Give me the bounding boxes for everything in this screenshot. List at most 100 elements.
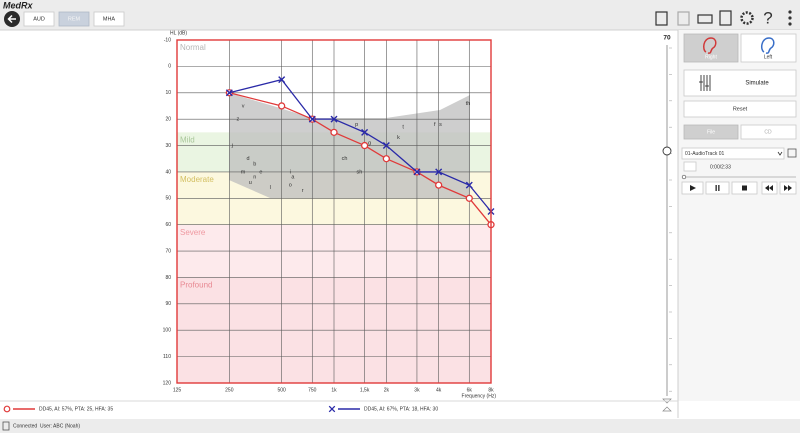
phoneme: k <box>397 135 400 141</box>
tab-label: MHA <box>103 16 116 22</box>
save-disabled-icon <box>677 11 690 26</box>
phoneme: a <box>291 175 295 181</box>
ear-label: Left <box>764 54 773 60</box>
data-point <box>435 168 443 176</box>
y-tick-label: 60 <box>165 222 171 228</box>
y-axis-label: HL (dB) <box>170 30 187 36</box>
x-tick-label: 8k <box>488 387 494 393</box>
data-point <box>330 115 338 123</box>
phoneme: f <box>434 122 436 128</box>
phoneme: s <box>439 122 442 128</box>
data-point <box>435 181 443 189</box>
simulate-button[interactable] <box>683 69 797 97</box>
band-label: Profound <box>180 281 212 290</box>
phoneme: m <box>241 169 246 175</box>
progress-knob[interactable] <box>681 174 687 180</box>
data-point <box>361 128 369 136</box>
plot-border <box>176 39 492 384</box>
data-point <box>382 155 390 163</box>
pause-button[interactable] <box>705 181 730 195</box>
x-tick-label: 2k <box>384 387 390 393</box>
phoneme: p <box>355 122 358 128</box>
band-label: Severe <box>180 228 206 237</box>
phoneme: b <box>253 161 256 167</box>
phoneme: j <box>231 143 233 149</box>
phoneme: l <box>270 185 271 191</box>
tab-selected[interactable] <box>58 11 90 27</box>
phoneme: th <box>466 101 471 107</box>
level-slider-knob[interactable] <box>662 146 672 156</box>
y-tick-label: 10 <box>165 90 171 96</box>
tab[interactable] <box>93 11 125 27</box>
legend: DD45, AI: 57%, PTA: 25, HFA: 35 DD45, AI:… <box>3 405 438 413</box>
data-point <box>413 168 421 176</box>
data-point <box>360 141 369 150</box>
x-tick-label: 6k <box>467 387 473 393</box>
toolbar-icons: ? <box>655 8 792 27</box>
x-tick-label: 3k <box>414 387 420 393</box>
folder-icon[interactable] <box>787 148 797 158</box>
x-tick-label: 750 <box>308 387 317 393</box>
dropdown-arrow <box>777 151 783 156</box>
data-point <box>308 115 316 123</box>
data-point <box>465 181 473 189</box>
data-point <box>225 89 233 97</box>
series-line <box>229 92 492 226</box>
y-tick-label: 50 <box>165 196 171 202</box>
phoneme: v <box>242 103 245 109</box>
y-tick-label: 90 <box>165 301 171 307</box>
tab[interactable] <box>23 11 55 27</box>
track-time: 0:00/2:33 <box>710 164 731 170</box>
band-label: Normal <box>180 43 206 52</box>
data-point <box>278 76 286 84</box>
phoneme: n <box>253 175 256 181</box>
plot-content: v z j db m ne u l iao r ch sh p g kt f s th <box>225 76 495 229</box>
x-tick-label: 500 <box>277 387 286 393</box>
track-dropdown[interactable] <box>681 147 785 160</box>
reset-label: Reset <box>733 106 748 112</box>
loop-button[interactable] <box>683 161 697 172</box>
reset-button[interactable] <box>683 100 797 118</box>
phoneme: g <box>368 140 371 146</box>
x-axis-label: Frequency (Hz) <box>462 393 497 399</box>
legend-marker <box>328 405 336 413</box>
x-tick-label: 1,5k <box>360 387 370 393</box>
phoneme: z <box>237 117 240 123</box>
user-status: User: ABC (Noah) <box>40 423 80 429</box>
source-tab-selected[interactable] <box>683 124 739 140</box>
report-icon[interactable] <box>719 10 732 26</box>
band-label: Moderate <box>180 175 214 184</box>
track-name: 01-AudioTrack 01 <box>685 151 724 157</box>
y-tick-label: 120 <box>163 380 172 386</box>
logo: MedRx <box>3 0 33 10</box>
phoneme: e <box>259 169 262 175</box>
legend-label: DD45, AI: 57%, PTA: 25, HFA: 35 <box>39 406 113 412</box>
data-point <box>382 142 390 150</box>
source-tab[interactable] <box>740 124 797 140</box>
print-icon[interactable] <box>697 14 713 24</box>
y-tick-label: 110 <box>163 354 171 360</box>
phoneme: o <box>289 183 292 189</box>
band-label: Mild <box>180 135 195 144</box>
help-icon[interactable]: ? <box>763 8 772 27</box>
legend-marker <box>3 405 11 413</box>
phoneme: r <box>302 188 304 194</box>
menu-icon[interactable] <box>788 10 792 26</box>
y-tick-label: 40 <box>165 169 171 175</box>
save-icon[interactable] <box>655 11 668 26</box>
back-arrow <box>7 14 16 24</box>
tab-label: REM <box>68 16 81 22</box>
x-tick-label: 4k <box>436 387 442 393</box>
legend-label: DD45, AI: 67%, PTA: 18, HFA: 30 <box>364 406 438 412</box>
y-tick-label: -10 <box>164 37 171 43</box>
source-label: CD <box>764 129 772 135</box>
ear-icon <box>760 37 775 54</box>
settings-icon[interactable] <box>740 11 754 25</box>
simulate-icon <box>699 75 711 91</box>
y-tick-label: 30 <box>165 143 171 149</box>
phoneme: u <box>249 180 252 186</box>
ear-icon <box>702 37 717 54</box>
x-tick-label: 250 <box>225 387 234 393</box>
status-bar <box>0 419 800 433</box>
